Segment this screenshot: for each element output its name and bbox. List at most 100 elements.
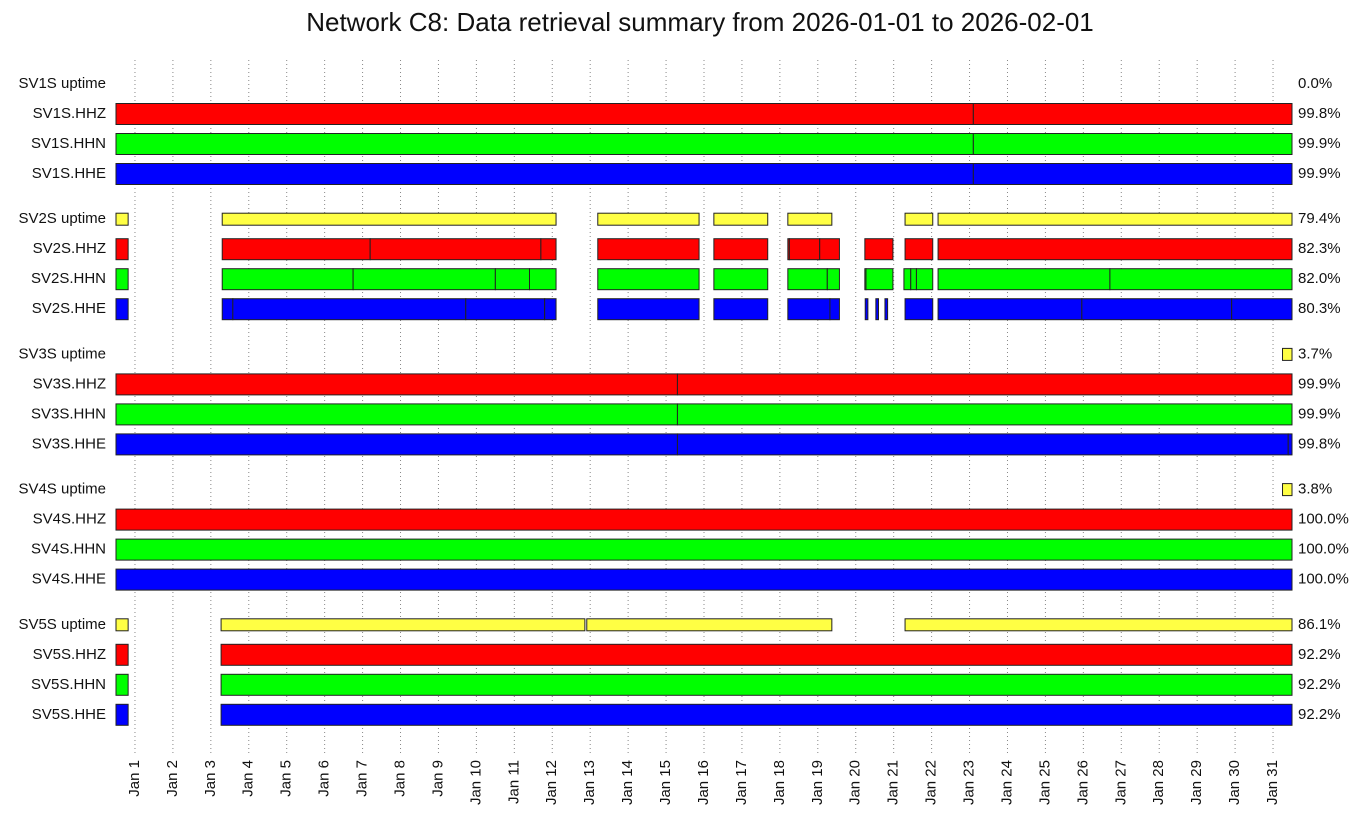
availability-segment: [713, 238, 769, 261]
availability-segment: [220, 673, 1293, 696]
x-tick-label: Jan 26: [1074, 760, 1091, 805]
x-tick-label: Jan 19: [809, 760, 826, 805]
row-label: SV5S uptime: [18, 616, 106, 633]
availability-segment: [865, 268, 894, 291]
availability-segment: [787, 212, 833, 226]
row-label: SV3S.HHE: [32, 435, 106, 452]
row-label: SV2S.HHZ: [33, 240, 106, 257]
percent-label: 82.0%: [1298, 270, 1341, 287]
row-label: SV2S.HHE: [32, 300, 106, 317]
availability-segment: [713, 212, 769, 226]
x-tick-label: Jan 17: [733, 760, 750, 805]
row-label: SV2S.HHN: [31, 270, 106, 287]
row-label: SV3S.HHN: [31, 405, 106, 422]
availability-segment: [864, 238, 894, 261]
availability-segment: [586, 618, 833, 632]
x-tick-label: Jan 7: [354, 760, 371, 797]
availability-segment: [788, 238, 821, 261]
availability-segment: [597, 298, 700, 321]
availability-segment: [544, 298, 557, 321]
row-label: SV1S.HHZ: [33, 105, 106, 122]
row-label: SV5S.HHE: [32, 706, 106, 723]
percent-label: 99.9%: [1298, 375, 1341, 392]
availability-segment: [115, 268, 129, 291]
availability-segment: [115, 238, 129, 261]
availability-segment: [1282, 483, 1293, 497]
row-label: SV5S.HHZ: [33, 646, 106, 663]
availability-segment: [903, 268, 912, 291]
x-tick-label: Jan 4: [240, 760, 257, 797]
x-tick-label: Jan 2: [164, 760, 181, 797]
percent-label: 99.9%: [1298, 135, 1341, 152]
availability-segment: [115, 212, 129, 226]
percent-label: 100.0%: [1298, 571, 1349, 588]
x-tick-label: Jan 22: [923, 760, 940, 805]
availability-segment: [937, 268, 1111, 291]
percent-label: 86.1%: [1298, 616, 1341, 633]
availability-segment: [597, 212, 700, 226]
row-label: SV3S uptime: [18, 345, 106, 362]
x-tick-label: Jan 27: [1112, 760, 1129, 805]
x-tick-label: Jan 20: [847, 760, 864, 805]
x-tick-label: Jan 23: [961, 760, 978, 805]
availability-segment: [115, 618, 129, 632]
percent-label: 99.9%: [1298, 165, 1341, 182]
availability-segment: [819, 238, 840, 261]
percent-label: 92.2%: [1298, 676, 1341, 693]
availability-segment: [115, 433, 678, 456]
x-tick-label: Jan 6: [316, 760, 333, 797]
row-label: SV1S uptime: [18, 75, 106, 92]
availability-segment: [221, 268, 354, 291]
availability-segment: [787, 268, 828, 291]
percent-label: 82.3%: [1298, 240, 1341, 257]
availability-segment: [369, 238, 542, 261]
x-tick-label: Jan 3: [202, 760, 219, 797]
x-tick-label: Jan 25: [1036, 760, 1053, 805]
row-label: SV2S uptime: [18, 210, 106, 227]
availability-segment: [115, 508, 1293, 531]
availability-segment: [676, 433, 1289, 456]
availability-segment: [904, 238, 934, 261]
availability-segment: [904, 618, 1293, 632]
row-label: SV4S.HHZ: [33, 511, 106, 528]
x-tick-label: Jan 10: [467, 760, 484, 805]
percent-label: 3.7%: [1298, 345, 1332, 362]
percent-label: 0.0%: [1298, 75, 1332, 92]
availability-segment: [115, 703, 129, 726]
availability-segment: [221, 212, 557, 226]
x-tick-label: Jan 5: [278, 760, 295, 797]
availability-segment: [1287, 433, 1293, 456]
percent-label: 92.2%: [1298, 646, 1341, 663]
percent-label: 80.3%: [1298, 300, 1341, 317]
x-tick-label: Jan 30: [1226, 760, 1243, 805]
availability-segment: [115, 163, 974, 185]
x-tick-label: Jan 24: [998, 760, 1015, 805]
availability-segment: [713, 268, 769, 291]
availability-segment: [115, 673, 129, 696]
availability-segment: [115, 643, 129, 666]
x-tick-label: Jan 16: [695, 760, 712, 805]
availability-segment: [884, 298, 889, 321]
row-label: SV4S.HHN: [31, 541, 106, 558]
percent-label: 99.9%: [1298, 405, 1341, 422]
availability-segment: [676, 373, 1293, 396]
availability-segment: [937, 212, 1293, 226]
availability-segment: [528, 268, 557, 291]
x-tick-label: Jan 14: [619, 760, 636, 805]
availability-segment: [221, 298, 234, 321]
x-tick-label: Jan 8: [391, 760, 408, 797]
percent-label: 99.8%: [1298, 435, 1341, 452]
availability-segment: [597, 238, 700, 261]
availability-segment: [972, 133, 1293, 155]
percent-label: 3.8%: [1298, 481, 1332, 498]
availability-segment: [915, 268, 934, 291]
availability-segment: [597, 268, 700, 291]
percent-label: 99.8%: [1298, 105, 1341, 122]
availability-segment: [465, 298, 546, 321]
availability-segment: [713, 298, 769, 321]
availability-segment: [787, 298, 831, 321]
availability-segment: [115, 538, 1293, 561]
availability-segment: [232, 298, 467, 321]
availability-segment: [115, 133, 974, 155]
